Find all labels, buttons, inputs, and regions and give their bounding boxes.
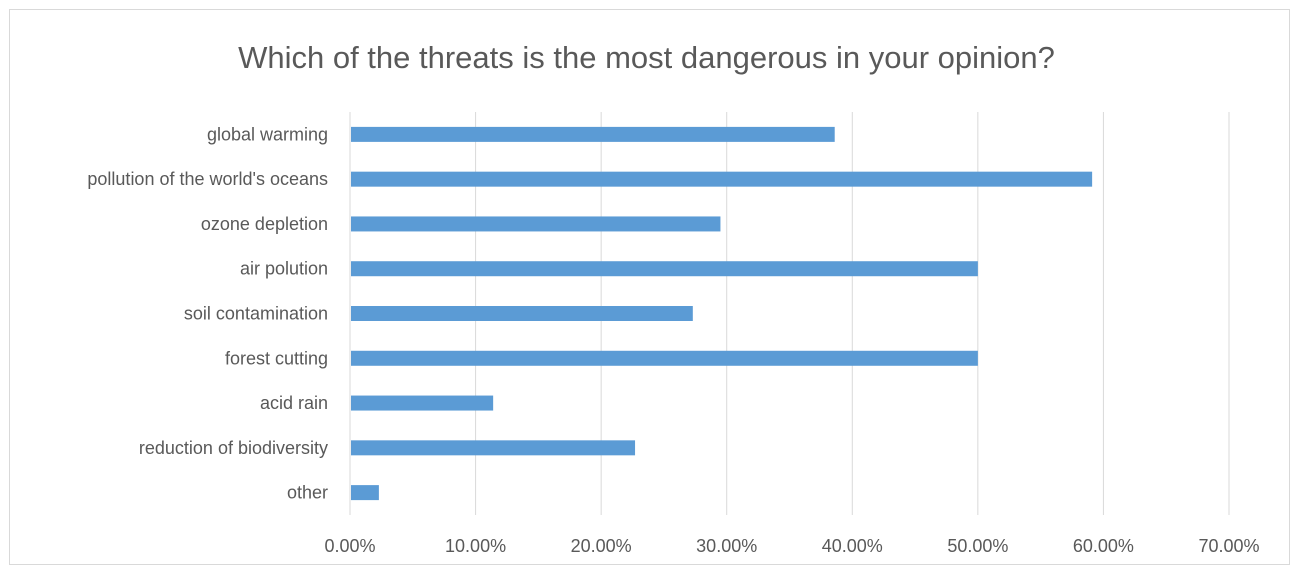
x-tick-label: 30.00% (696, 536, 757, 556)
category-label: reduction of biodiversity (139, 438, 328, 458)
chart-title: Which of the threats is the most dangero… (238, 40, 1055, 75)
x-tick-label: 70.00% (1198, 536, 1259, 556)
bar (351, 306, 693, 321)
bar (351, 126, 835, 142)
x-tick-label: 60.00% (1073, 536, 1134, 556)
x-tick-label: 0.00% (324, 536, 375, 556)
x-tick-label: 20.00% (571, 536, 632, 556)
x-tick-label: 50.00% (947, 536, 1008, 556)
bar (351, 261, 978, 277)
bar (351, 440, 636, 456)
category-label: ozone depletion (201, 214, 328, 234)
category-label: other (287, 483, 328, 503)
category-label: forest cutting (225, 348, 328, 368)
category-label: soil contamination (184, 304, 328, 324)
bar (351, 395, 494, 411)
bar (351, 171, 1093, 187)
bar (351, 216, 721, 232)
x-tick-label: 10.00% (445, 536, 506, 556)
bar (351, 485, 379, 501)
category-label: pollution of the world's oceans (87, 169, 328, 189)
category-label: global warming (207, 124, 328, 144)
x-tick-label: 40.00% (822, 536, 883, 556)
chart-area (9, 9, 1290, 565)
bar (351, 350, 978, 366)
category-label: air polution (240, 259, 328, 279)
category-label: acid rain (260, 393, 328, 413)
